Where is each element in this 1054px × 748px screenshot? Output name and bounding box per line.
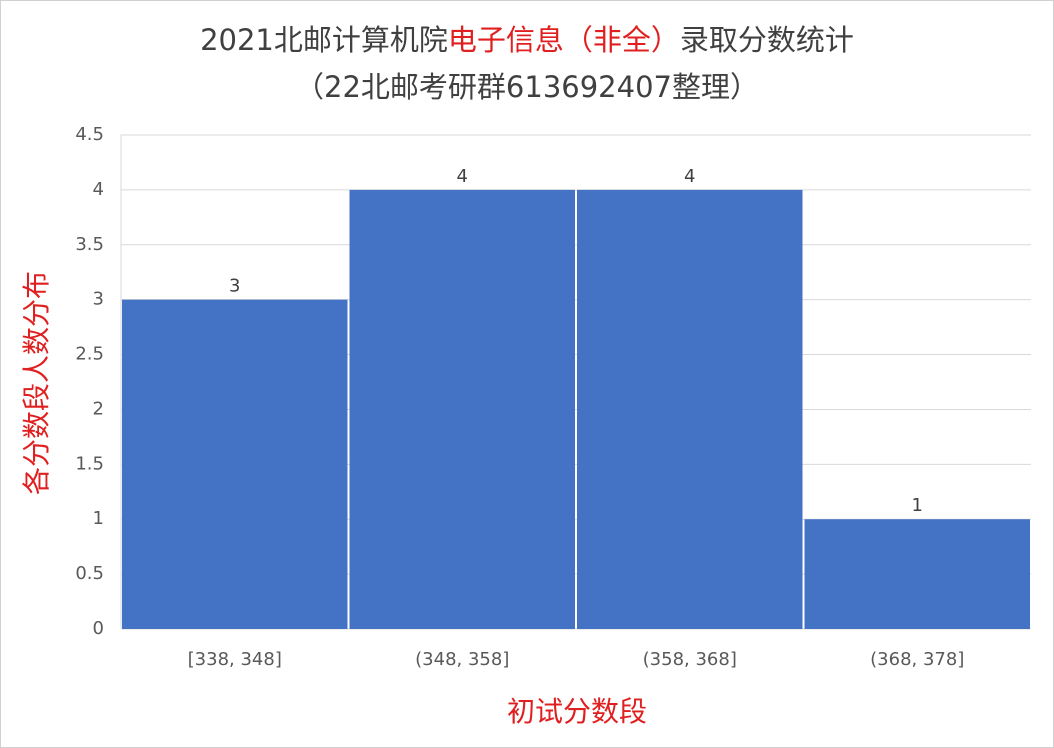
- y-tick-label: 0: [93, 618, 104, 639]
- y-tick-label: 3.5: [75, 234, 104, 255]
- x-tick-label: (348, 358]: [415, 649, 509, 670]
- value-label: 4: [457, 166, 468, 187]
- x-tick-label: (358, 368]: [643, 649, 737, 670]
- value-label: 4: [684, 166, 695, 187]
- y-tick-label: 0.5: [75, 563, 104, 584]
- bar: [804, 519, 1030, 629]
- y-tick-label: 1.5: [75, 453, 104, 474]
- y-tick-label: 4: [93, 179, 104, 200]
- y-tick-label: 2: [93, 398, 104, 419]
- x-tick-label: (368, 378]: [870, 649, 964, 670]
- chart-subtitle: （22北邮考研群613692407整理）: [295, 70, 759, 104]
- value-label: 1: [912, 495, 923, 516]
- bar: [349, 189, 575, 629]
- value-label: 3: [229, 276, 240, 297]
- y-tick-label: 1: [93, 508, 104, 529]
- y-tick-label: 2.5: [75, 344, 104, 365]
- y-axis-label: 各分数段人数分布: [20, 271, 53, 495]
- title-highlight: 电子信息（非全）: [448, 23, 680, 57]
- y-tick-label: 4.5: [75, 124, 104, 145]
- title-part: 2021北邮计算机院: [200, 23, 448, 57]
- title-part: 录取分数统计: [680, 23, 854, 57]
- y-tick-label: 3: [93, 289, 104, 310]
- x-tick-label: [338, 348]: [188, 649, 282, 670]
- chart-title: 2021北邮计算机院电子信息（非全）录取分数统计: [200, 23, 854, 57]
- x-axis-label: 初试分数段: [507, 695, 647, 728]
- bar: [122, 299, 348, 629]
- bar: [577, 189, 803, 629]
